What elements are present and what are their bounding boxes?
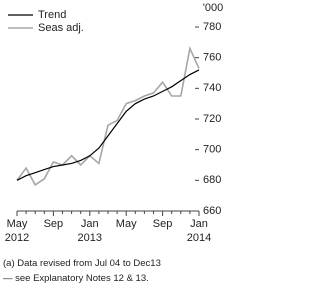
- y-tick-label: 660: [203, 205, 221, 217]
- data-line: [16, 45, 200, 187]
- x-tick-label: May 2012: [4, 218, 30, 244]
- y-tick-label: 720: [203, 113, 221, 125]
- x-tick-label: Jan 2013: [77, 218, 103, 244]
- footnote: (a) Data revised from Jul 04 to Dec13: [3, 258, 161, 269]
- x-tick-label: May: [115, 218, 137, 230]
- data-line: [16, 69, 200, 181]
- page: '000 660 680 700 720 740 760 780 Trend Seas adj.…: [3, 2, 223, 284]
- x-tick-label: Sep: [152, 218, 173, 230]
- y-tick-label: 740: [203, 82, 221, 94]
- y-tick-label: 700: [203, 144, 221, 156]
- y-tick-label: 760: [203, 52, 221, 64]
- x-tick-label: Sep: [43, 218, 64, 230]
- x-tick-label: Jan 2014: [186, 218, 212, 244]
- legend-label: Seas adj.: [38, 22, 84, 34]
- legend-label: Trend: [38, 9, 66, 21]
- y-tick-label: 780: [203, 21, 221, 33]
- footnote: — see Explanatory Notes 12 & 13.: [3, 273, 149, 284]
- y-tick-label: 680: [203, 174, 221, 186]
- y-unit: '000: [203, 2, 223, 14]
